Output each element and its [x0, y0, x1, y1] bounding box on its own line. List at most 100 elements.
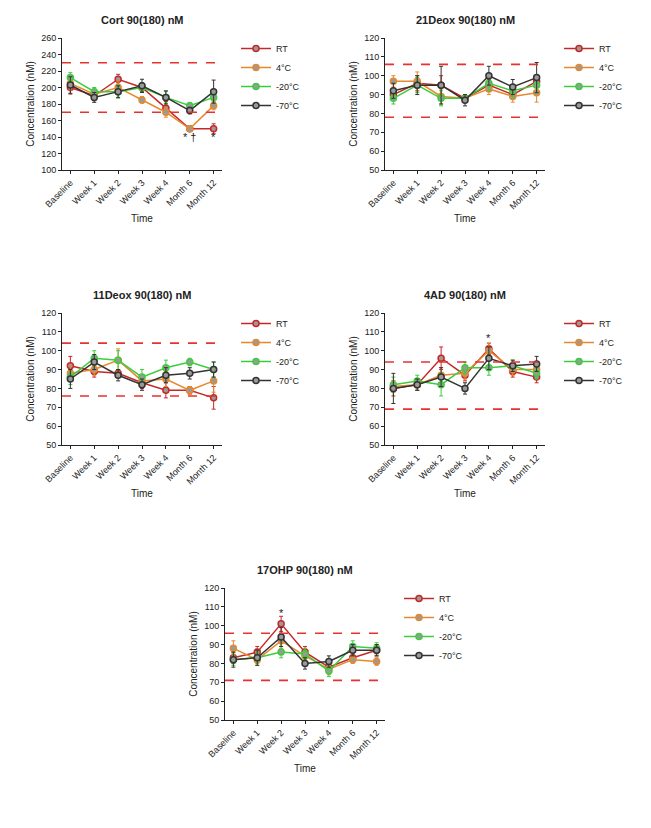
svg-text:Month 6: Month 6	[327, 728, 357, 758]
svg-text:Week 1: Week 1	[70, 453, 99, 482]
svg-text:120: 120	[364, 308, 379, 318]
svg-text:-70°C: -70°C	[599, 101, 623, 111]
svg-text:-70°C: -70°C	[276, 101, 300, 111]
svg-text:Baseline: Baseline	[366, 453, 397, 484]
svg-text:Month 6: Month 6	[164, 178, 194, 208]
svg-text:*: *	[211, 131, 216, 143]
svg-text:120: 120	[364, 33, 379, 43]
svg-text:140: 140	[41, 132, 56, 142]
svg-text:Week 1: Week 1	[393, 178, 422, 207]
svg-text:70: 70	[209, 677, 219, 687]
svg-text:Month 6: Month 6	[487, 178, 517, 208]
svg-text:-20°C: -20°C	[439, 632, 463, 642]
svg-text:Time: Time	[131, 488, 153, 499]
svg-text:Baseline: Baseline	[43, 178, 74, 209]
svg-text:4°C: 4°C	[599, 338, 615, 348]
svg-text:Week 1: Week 1	[70, 178, 99, 207]
svg-text:80: 80	[46, 384, 56, 394]
svg-text:Week 4: Week 4	[142, 178, 171, 207]
svg-text:Baseline: Baseline	[206, 728, 237, 759]
svg-text:-70°C: -70°C	[599, 376, 623, 386]
svg-text:60: 60	[209, 696, 219, 706]
svg-text:17OHP 90(180) nM: 17OHP 90(180) nM	[257, 564, 353, 576]
svg-text:Concentration (nM): Concentration (nM)	[348, 336, 359, 422]
svg-text:90: 90	[46, 365, 56, 375]
svg-text:80: 80	[369, 109, 379, 119]
svg-text:100: 100	[41, 165, 56, 175]
svg-text:-70°C: -70°C	[439, 651, 463, 661]
svg-text:-20°C: -20°C	[276, 82, 300, 92]
svg-text:Week 4: Week 4	[305, 728, 334, 757]
svg-text:60: 60	[369, 146, 379, 156]
svg-text:120: 120	[204, 583, 219, 593]
svg-text:Month 12: Month 12	[508, 178, 542, 212]
svg-text:80: 80	[209, 659, 219, 669]
svg-text:90: 90	[209, 640, 219, 650]
svg-text:Week 4: Week 4	[465, 178, 494, 207]
svg-text:Week 1: Week 1	[393, 453, 422, 482]
svg-text:60: 60	[369, 421, 379, 431]
svg-text:-20°C: -20°C	[599, 357, 623, 367]
svg-text:110: 110	[42, 327, 56, 337]
svg-text:100: 100	[364, 346, 379, 356]
svg-text:11Deox 90(180) nM: 11Deox 90(180) nM	[93, 289, 191, 301]
svg-text:Concentration (nM): Concentration (nM)	[348, 61, 359, 147]
svg-text:Week 3: Week 3	[441, 453, 470, 482]
svg-text:100: 100	[41, 346, 56, 356]
svg-text:Week 4: Week 4	[465, 453, 494, 482]
svg-text:Month 12: Month 12	[185, 453, 219, 487]
svg-text:110: 110	[205, 602, 219, 612]
svg-text:Week 3: Week 3	[441, 178, 470, 207]
svg-text:-20°C: -20°C	[599, 82, 623, 92]
svg-text:70: 70	[369, 402, 379, 412]
svg-text:4AD 90(180) nM: 4AD 90(180) nM	[424, 289, 506, 301]
svg-text:160: 160	[41, 116, 56, 126]
svg-text:4°C: 4°C	[599, 63, 615, 73]
svg-text:110: 110	[365, 327, 379, 337]
svg-text:Week 2: Week 2	[94, 178, 123, 207]
svg-text:RT: RT	[599, 319, 611, 329]
svg-text:Concentration (nM): Concentration (nM)	[188, 611, 199, 697]
svg-text:Week 3: Week 3	[118, 453, 147, 482]
svg-text:4°C: 4°C	[439, 613, 455, 623]
svg-text:90: 90	[369, 365, 379, 375]
svg-text:Week 2: Week 2	[417, 178, 446, 207]
svg-text:120: 120	[41, 308, 56, 318]
svg-text:100: 100	[204, 621, 219, 631]
svg-text:Baseline: Baseline	[366, 178, 397, 209]
svg-text:RT: RT	[439, 594, 451, 604]
svg-text:Month 12: Month 12	[348, 728, 382, 762]
svg-text:50: 50	[369, 165, 379, 175]
svg-text:50: 50	[209, 715, 219, 725]
svg-text:50: 50	[46, 440, 56, 450]
svg-text:-20°C: -20°C	[276, 357, 300, 367]
svg-text:Month 6: Month 6	[164, 453, 194, 483]
svg-text:Week 3: Week 3	[281, 728, 310, 757]
svg-text:Time: Time	[294, 763, 316, 774]
svg-text:*: *	[279, 607, 284, 619]
svg-text:-70°C: -70°C	[276, 376, 300, 386]
svg-text:RT: RT	[276, 319, 288, 329]
svg-text:260: 260	[41, 33, 56, 43]
svg-text:21Deox 90(180) nM: 21Deox 90(180) nM	[416, 14, 515, 26]
svg-text:120: 120	[41, 149, 56, 159]
svg-text:Concentration (nM): Concentration (nM)	[25, 336, 36, 422]
svg-text:Week 3: Week 3	[118, 178, 147, 207]
svg-text:4°C: 4°C	[276, 338, 292, 348]
svg-text:Week 2: Week 2	[417, 453, 446, 482]
svg-text:Time: Time	[454, 488, 476, 499]
svg-text:Cort 90(180) nM: Cort 90(180) nM	[101, 14, 184, 26]
svg-text:60: 60	[46, 421, 56, 431]
svg-text:Month 6: Month 6	[487, 453, 517, 483]
svg-text:70: 70	[46, 402, 56, 412]
svg-text:80: 80	[369, 384, 379, 394]
svg-text:110: 110	[365, 52, 379, 62]
svg-text:90: 90	[369, 90, 379, 100]
svg-text:Week 2: Week 2	[94, 453, 123, 482]
svg-text:4°C: 4°C	[276, 63, 292, 73]
svg-text:Month 12: Month 12	[185, 178, 219, 212]
svg-text:Concentration (nM): Concentration (nM)	[25, 61, 36, 147]
svg-text:70: 70	[369, 127, 379, 137]
svg-text:Month 12: Month 12	[508, 453, 542, 487]
svg-text:RT: RT	[599, 44, 611, 54]
